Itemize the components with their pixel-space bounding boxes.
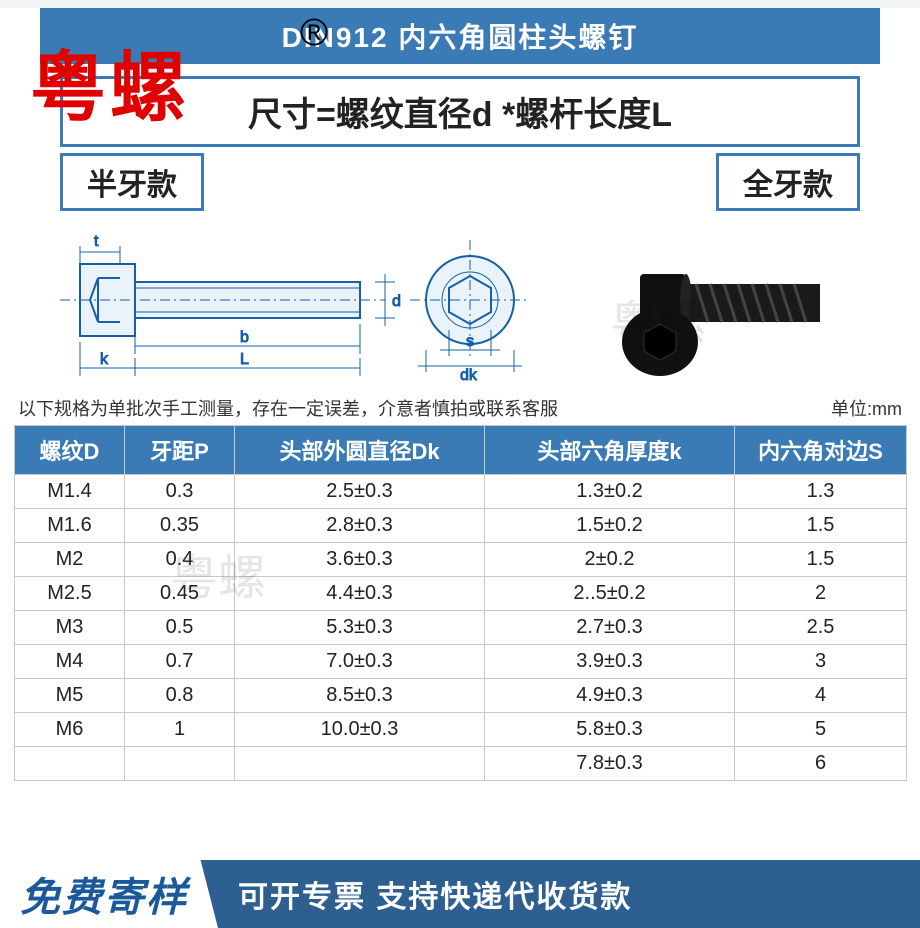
table-cell: 0.35 <box>125 509 235 543</box>
table-cell: M1.6 <box>15 509 125 543</box>
table-cell: 2..5±0.2 <box>485 577 735 611</box>
table-cell: 1.5±0.2 <box>485 509 735 543</box>
table-cell: 7.8±0.3 <box>485 747 735 781</box>
unit-label: 单位:mm <box>831 395 902 421</box>
table-cell: M3 <box>15 611 125 645</box>
product-photo: 粤螺 <box>600 224 880 384</box>
table-cell: 0.4 <box>125 543 235 577</box>
table-cell: 5.3±0.3 <box>235 611 485 645</box>
table-cell: 1.3 <box>735 475 907 509</box>
footer-left: 免费寄样 <box>0 860 218 928</box>
table-row: M1.40.32.5±0.31.3±0.21.3 <box>15 475 907 509</box>
table-cell: 4.4±0.3 <box>235 577 485 611</box>
type-full-thread: 全牙款 <box>716 153 860 211</box>
table-row: M2.50.454.4±0.32..5±0.22 <box>15 577 907 611</box>
table-cell: 2.8±0.3 <box>235 509 485 543</box>
table-cell: 2 <box>735 577 907 611</box>
footer-right-text: 可开专票 支持快递代收货款 <box>238 872 632 916</box>
table-cell: 2.5 <box>735 611 907 645</box>
dim-k: k <box>100 351 109 368</box>
table-cell: 2±0.2 <box>485 543 735 577</box>
technical-drawing: t d b k L <box>40 224 560 384</box>
table-row: M50.88.5±0.34.9±0.34 <box>15 679 907 713</box>
table-cell: M1.4 <box>15 475 125 509</box>
table-row: M40.77.0±0.33.9±0.33 <box>15 645 907 679</box>
table-cell: 0.45 <box>125 577 235 611</box>
dim-d: d <box>392 293 401 310</box>
table-row: M20.43.6±0.32±0.21.5 <box>15 543 907 577</box>
table-cell: 0.3 <box>125 475 235 509</box>
measurement-note: 以下规格为单批次手工测量，存在一定误差，介意者慎拍或联系客服 <box>18 395 558 421</box>
type-half-thread: 半牙款 <box>60 153 204 211</box>
free-sample-label: 免费寄样 <box>20 865 188 923</box>
col-header: 头部外圆直径Dk <box>235 426 485 475</box>
dim-L: L <box>240 351 249 368</box>
table-cell: 0.5 <box>125 611 235 645</box>
table-cell: 4.9±0.3 <box>485 679 735 713</box>
table-cell: 10.0±0.3 <box>235 713 485 747</box>
col-header: 牙距P <box>125 426 235 475</box>
table-cell <box>235 747 485 781</box>
footer-bar: 免费寄样 可开专票 支持快递代收货款 <box>0 860 920 928</box>
table-cell: M2 <box>15 543 125 577</box>
table-cell: 5.8±0.3 <box>485 713 735 747</box>
table-cell: 0.7 <box>125 645 235 679</box>
dim-dk: dk <box>460 367 478 384</box>
table-cell: 0.8 <box>125 679 235 713</box>
col-header: 螺纹D <box>15 426 125 475</box>
table-cell: 1 <box>125 713 235 747</box>
col-header: 头部六角厚度k <box>485 426 735 475</box>
table-cell: M6 <box>15 713 125 747</box>
table-cell: 1.5 <box>735 509 907 543</box>
registered-mark: ® <box>300 12 328 55</box>
table-cell: M5 <box>15 679 125 713</box>
dim-b: b <box>240 329 249 346</box>
table-cell: 4 <box>735 679 907 713</box>
spec-table: 螺纹D牙距P头部外圆直径Dk头部六角厚度k内六角对边S M1.40.32.5±0… <box>14 425 907 781</box>
table-row: M6110.0±0.35.8±0.35 <box>15 713 907 747</box>
table-cell <box>15 747 125 781</box>
table-cell: 7.0±0.3 <box>235 645 485 679</box>
table-row: 7.8±0.36 <box>15 747 907 781</box>
table-cell: 8.5±0.3 <box>235 679 485 713</box>
table-cell: 1.3±0.2 <box>485 475 735 509</box>
col-header: 内六角对边S <box>735 426 907 475</box>
table-cell: M2.5 <box>15 577 125 611</box>
table-cell: 3.9±0.3 <box>485 645 735 679</box>
dim-s: s <box>466 333 474 350</box>
table-row: M1.60.352.8±0.31.5±0.21.5 <box>15 509 907 543</box>
table-cell: 2.7±0.3 <box>485 611 735 645</box>
dim-t: t <box>94 233 99 250</box>
table-cell <box>125 747 235 781</box>
diagram-area: t d b k L <box>40 219 880 389</box>
table-cell: 3.6±0.3 <box>235 543 485 577</box>
table-cell: 1.5 <box>735 543 907 577</box>
table-cell: 3 <box>735 645 907 679</box>
table-cell: 6 <box>735 747 907 781</box>
table-cell: M4 <box>15 645 125 679</box>
brand-watermark: 粤螺 <box>30 26 190 136</box>
table-cell: 2.5±0.3 <box>235 475 485 509</box>
table-cell: 5 <box>735 713 907 747</box>
table-row: M30.55.3±0.32.7±0.32.5 <box>15 611 907 645</box>
fade-overlay <box>0 790 920 860</box>
